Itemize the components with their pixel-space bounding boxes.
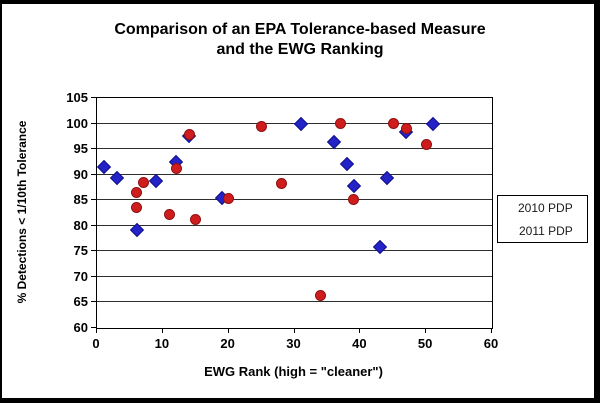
data-point-2011-pdp bbox=[131, 202, 142, 214]
y-tick bbox=[91, 250, 96, 252]
data-point-2011-pdp bbox=[420, 138, 432, 150]
x-tick bbox=[161, 329, 163, 333]
data-point-2010-pdp bbox=[149, 173, 164, 188]
chart-title-line1: Comparison of an EPA Tolerance-based Mea… bbox=[114, 21, 486, 38]
data-point-2011-pdp bbox=[315, 290, 327, 302]
y-tick bbox=[91, 173, 96, 175]
x-tick bbox=[425, 329, 427, 333]
gridline bbox=[97, 250, 492, 252]
y-tick bbox=[91, 148, 96, 150]
x-tick bbox=[96, 329, 97, 333]
gridline bbox=[97, 275, 492, 277]
data-point-2010-pdp bbox=[340, 157, 355, 172]
gridline bbox=[97, 173, 492, 175]
y-tick-label: 80 bbox=[73, 217, 88, 233]
data-point-2011-pdp bbox=[256, 120, 268, 132]
data-point-2011-pdp bbox=[183, 129, 195, 141]
image-frame-right bbox=[594, 0, 600, 403]
y-tick bbox=[91, 224, 96, 226]
data-point-2011-pdp bbox=[190, 214, 202, 226]
y-tick bbox=[91, 122, 96, 124]
y-tick-label: 105 bbox=[66, 90, 88, 105]
data-point-2011-pdp bbox=[400, 123, 412, 135]
legend-label-2011: 2011 PDP bbox=[519, 223, 573, 238]
data-point-2011-pdp bbox=[223, 193, 235, 205]
gridline bbox=[97, 224, 492, 226]
image-frame-top bbox=[0, 0, 600, 4]
y-tick-label: 100 bbox=[66, 115, 88, 131]
legend-item-2010: 2010 PDP bbox=[498, 196, 587, 219]
legend: 2010 PDP 2011 PDP bbox=[497, 195, 588, 243]
y-tick bbox=[91, 275, 96, 277]
data-point-2010-pdp bbox=[294, 116, 309, 131]
y-tick-label: 95 bbox=[73, 141, 88, 157]
x-tick-label: 10 bbox=[154, 336, 170, 351]
y-tick bbox=[91, 97, 96, 98]
x-tick bbox=[293, 329, 295, 333]
x-tick-label: 20 bbox=[220, 336, 235, 351]
y-axis-title: % Detections < 1/10th Tolerance bbox=[15, 120, 29, 304]
legend-item-2011: 2011 PDP bbox=[498, 219, 587, 242]
x-tick-label: 40 bbox=[352, 336, 367, 351]
data-point-2010-pdp bbox=[373, 240, 388, 255]
chart-title: Comparison of an EPA Tolerance-based Mea… bbox=[0, 20, 600, 60]
data-point-2011-pdp bbox=[170, 162, 182, 174]
y-tick-label: 70 bbox=[73, 268, 88, 284]
data-point-2011-pdp bbox=[387, 118, 399, 130]
data-point-2011-pdp bbox=[131, 187, 142, 199]
data-point-2010-pdp bbox=[425, 116, 440, 131]
gridline bbox=[97, 301, 492, 303]
y-tick bbox=[91, 327, 96, 328]
y-tick bbox=[91, 199, 96, 201]
image-frame-bottom bbox=[0, 398, 600, 403]
y-tick bbox=[91, 301, 96, 303]
x-tick bbox=[359, 329, 361, 333]
y-tick-label: 85 bbox=[73, 192, 88, 208]
data-point-2011-pdp bbox=[163, 209, 175, 221]
legend-label-2010: 2010 PDP bbox=[518, 200, 573, 215]
x-tick-label: 0 bbox=[92, 336, 100, 351]
circle-icon bbox=[505, 227, 513, 235]
diamond-icon bbox=[504, 203, 514, 213]
data-point-2011-pdp bbox=[275, 177, 287, 189]
data-point-2011-pdp bbox=[348, 193, 360, 205]
gridline bbox=[97, 148, 492, 150]
x-tick bbox=[491, 329, 492, 333]
data-point-2011-pdp bbox=[137, 176, 149, 188]
y-tick-label: 75 bbox=[73, 243, 88, 259]
y-tick-label: 60 bbox=[73, 320, 88, 335]
data-point-2011-pdp bbox=[335, 118, 347, 130]
y-tick-label: 90 bbox=[73, 166, 88, 182]
data-point-2010-pdp bbox=[96, 159, 111, 175]
x-tick-label: 50 bbox=[417, 336, 433, 351]
x-tick-label: 30 bbox=[286, 336, 301, 351]
y-tick-label: 65 bbox=[73, 294, 88, 310]
x-tick-label: 60 bbox=[483, 336, 499, 351]
chart-title-line2: and the EWG Ranking bbox=[216, 41, 384, 58]
image-frame-left bbox=[0, 0, 2, 403]
x-axis-title: EWG Rank (high = "cleaner") bbox=[204, 364, 383, 379]
x-tick bbox=[227, 329, 229, 333]
data-point-2010-pdp bbox=[346, 178, 361, 193]
gridline bbox=[97, 199, 492, 201]
plot-area bbox=[96, 97, 493, 329]
